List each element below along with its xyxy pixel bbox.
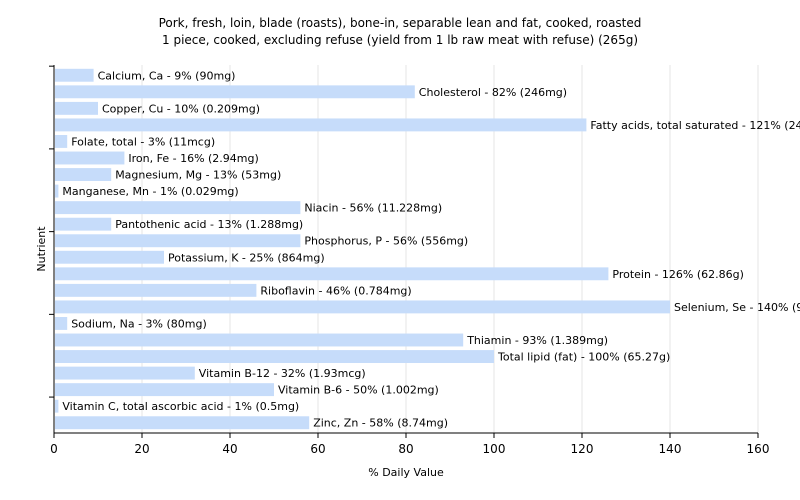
data-label: Total lipid (fat) - 100% (65.27g) xyxy=(497,351,670,364)
data-label: Selenium, Se - 140% (98.3mcg) xyxy=(674,301,800,314)
bar xyxy=(55,283,257,297)
x-tick-label: 160 xyxy=(747,442,770,456)
bar xyxy=(55,234,301,248)
data-label: Zinc, Zn - 58% (8.74mg) xyxy=(313,417,448,430)
data-label: Vitamin B-12 - 32% (1.93mcg) xyxy=(199,367,366,380)
data-label: Magnesium, Mg - 13% (53mg) xyxy=(115,169,281,182)
data-label: Fatty acids, total saturated - 121% (24.… xyxy=(590,119,800,132)
bar xyxy=(55,168,112,181)
bar xyxy=(55,350,494,363)
x-tick-label: 60 xyxy=(310,442,325,456)
chart-subtitle: 1 piece, cooked, excluding refuse (yield… xyxy=(162,33,638,47)
bar xyxy=(55,366,195,380)
bar xyxy=(55,250,164,264)
data-label: Riboflavin - 46% (0.784mg) xyxy=(260,284,411,297)
x-tick-label: 80 xyxy=(398,442,413,456)
bar xyxy=(55,383,274,397)
data-label: Pantothenic acid - 13% (1.288mg) xyxy=(115,218,303,231)
bar xyxy=(55,85,415,99)
data-label: Niacin - 56% (11.228mg) xyxy=(304,202,442,215)
data-label: Vitamin B-6 - 50% (1.002mg) xyxy=(278,384,439,397)
data-label: Potassium, K - 25% (864mg) xyxy=(168,251,325,264)
data-label: Copper, Cu - 10% (0.209mg) xyxy=(102,102,260,115)
x-tick-label: 120 xyxy=(571,442,594,456)
data-label: Iron, Fe - 16% (2.94mg) xyxy=(128,152,258,165)
bar xyxy=(55,333,464,347)
data-label: Sodium, Na - 3% (80mg) xyxy=(71,317,207,330)
data-label: Protein - 126% (62.86g) xyxy=(612,268,744,281)
bar xyxy=(55,201,301,215)
bar xyxy=(55,101,98,115)
chart-title: Pork, fresh, loin, blade (roasts), bone-… xyxy=(158,16,642,30)
y-axis-title: Nutrient xyxy=(35,226,48,272)
x-tick-label: 0 xyxy=(50,442,58,456)
bar xyxy=(55,184,59,198)
data-label: Thiamin - 93% (1.389mg) xyxy=(466,334,608,347)
data-label: Phosphorus, P - 56% (556mg) xyxy=(304,235,468,248)
data-label: Folate, total - 3% (11mcg) xyxy=(71,135,215,148)
x-tick-label: 100 xyxy=(483,442,506,456)
bar xyxy=(55,416,310,430)
x-tick-label: 40 xyxy=(222,442,237,456)
bar xyxy=(55,300,670,314)
x-axis-title: % Daily Value xyxy=(368,466,444,479)
bar xyxy=(55,151,125,165)
x-tick-label: 140 xyxy=(659,442,682,456)
data-label: Manganese, Mn - 1% (0.029mg) xyxy=(62,185,238,198)
bar xyxy=(55,267,609,281)
bar xyxy=(55,217,112,231)
bar xyxy=(55,68,94,82)
data-label: Vitamin C, total ascorbic acid - 1% (0.5… xyxy=(62,400,299,413)
bar xyxy=(55,399,59,413)
bar xyxy=(55,317,68,330)
data-label: Calcium, Ca - 9% (90mg) xyxy=(98,69,236,82)
bar xyxy=(55,118,587,132)
x-tick-label: 20 xyxy=(134,442,149,456)
data-label: Cholesterol - 82% (246mg) xyxy=(419,86,567,99)
bar xyxy=(55,135,68,148)
